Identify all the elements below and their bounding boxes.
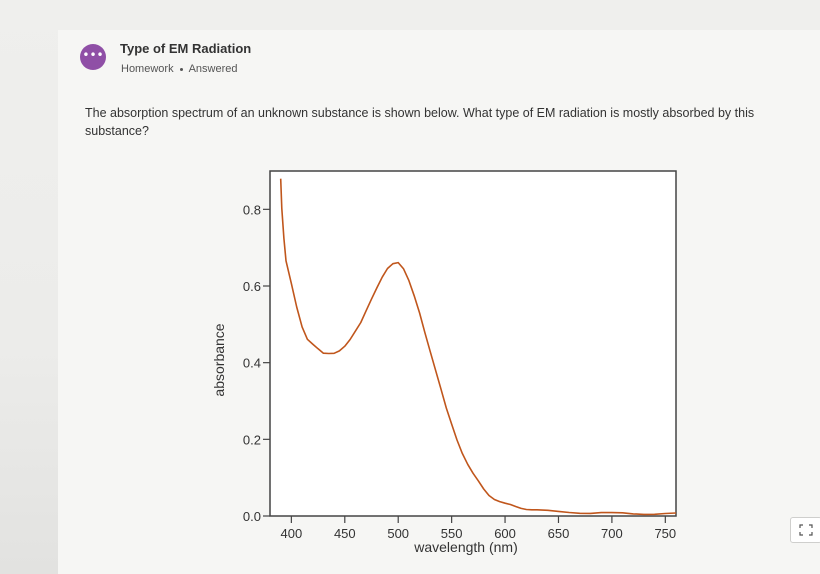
assignment-status: Answered	[188, 63, 238, 75]
x-tick-label: 600	[494, 526, 516, 541]
assignment-meta: Homework Answered	[121, 63, 238, 75]
absorption-spectrum-chart: 0.0 0.2 0.4 0.6 0.8 400 450 500 550 600 650 700 750 …	[196, 160, 696, 560]
y-tick-label: 0.6	[243, 279, 261, 294]
fullscreen-button[interactable]	[790, 517, 820, 543]
y-axis-label: absorbance	[211, 323, 227, 396]
y-tick-label: 0.4	[243, 356, 261, 371]
x-tick-label: 500	[387, 526, 409, 541]
x-tick-label: 750	[654, 526, 676, 541]
x-tick-label: 700	[601, 526, 623, 541]
x-tick-label: 400	[281, 526, 303, 541]
assignment-category: Homework	[121, 63, 174, 75]
x-axis-label: wavelength (nm)	[413, 539, 518, 555]
x-tick-label: 450	[334, 526, 356, 541]
more-dots-icon: •••	[82, 47, 104, 62]
absorbance-series-line	[279, 178, 677, 516]
plot-frame	[269, 170, 677, 517]
assignment-avatar[interactable]: •••	[80, 44, 106, 70]
y-tick-label: 0.2	[243, 432, 261, 447]
y-tick-label: 0.8	[243, 202, 261, 217]
x-tick-label: 550	[441, 526, 463, 541]
question-text: The absorption spectrum of an unknown su…	[85, 106, 755, 138]
separator-dot	[179, 67, 183, 71]
x-tick-label: 650	[548, 526, 570, 541]
assignment-title[interactable]: Type of EM Radiation	[120, 41, 252, 56]
y-tick-label: 0.0	[243, 509, 261, 524]
expand-icon	[799, 524, 813, 536]
